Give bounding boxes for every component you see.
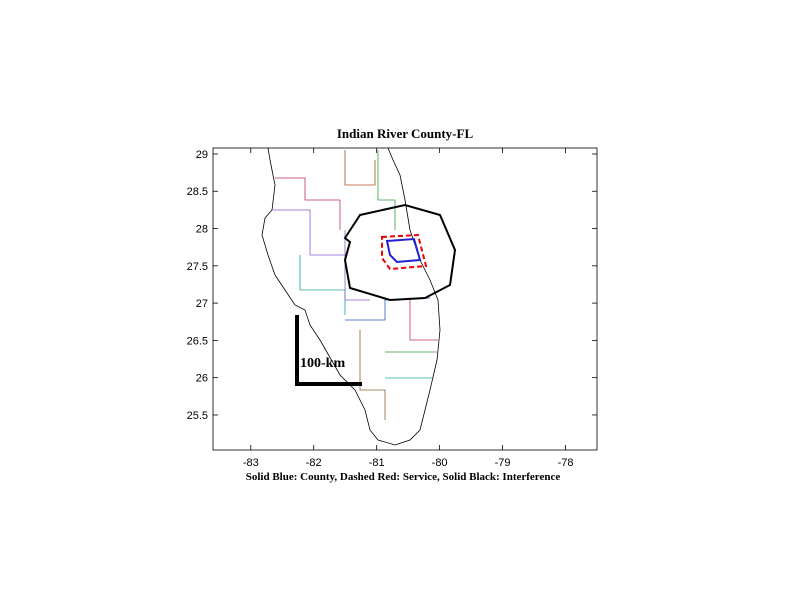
axes-frame (212, 147, 598, 451)
y-tick-label: 27 (196, 298, 208, 310)
service-contour (381, 233, 428, 271)
x-tick-label: -78 (558, 457, 574, 469)
y-tick-label: 26 (196, 373, 208, 385)
coastline (261, 147, 441, 446)
y-tick-label: 28 (196, 224, 208, 236)
interference-contour (343, 203, 457, 302)
y-tick-label: 26.5 (187, 335, 208, 347)
x-tick-label: -80 (432, 457, 448, 469)
map-layer: 100-km (261, 147, 457, 446)
county-lines (272, 150, 438, 420)
x-tick-label: -79 (495, 457, 511, 469)
x-tick-label: -83 (243, 457, 259, 469)
x-tick-label: -82 (306, 457, 322, 469)
y-tick-label: 27.5 (187, 261, 208, 273)
x-axis-label: Solid Blue: County, Dashed Red: Service,… (246, 471, 561, 483)
y-tick-label: 29 (196, 149, 208, 161)
scale-label: 100-km (300, 356, 345, 371)
y-tick-label: 25.5 (187, 410, 208, 422)
scale-bar (295, 315, 362, 386)
x-tick-label: -81 (369, 457, 385, 469)
y-tick-label: 28.5 (187, 186, 208, 198)
map-title: Indian River County-FL (337, 126, 474, 141)
county-boundary (385, 237, 422, 264)
